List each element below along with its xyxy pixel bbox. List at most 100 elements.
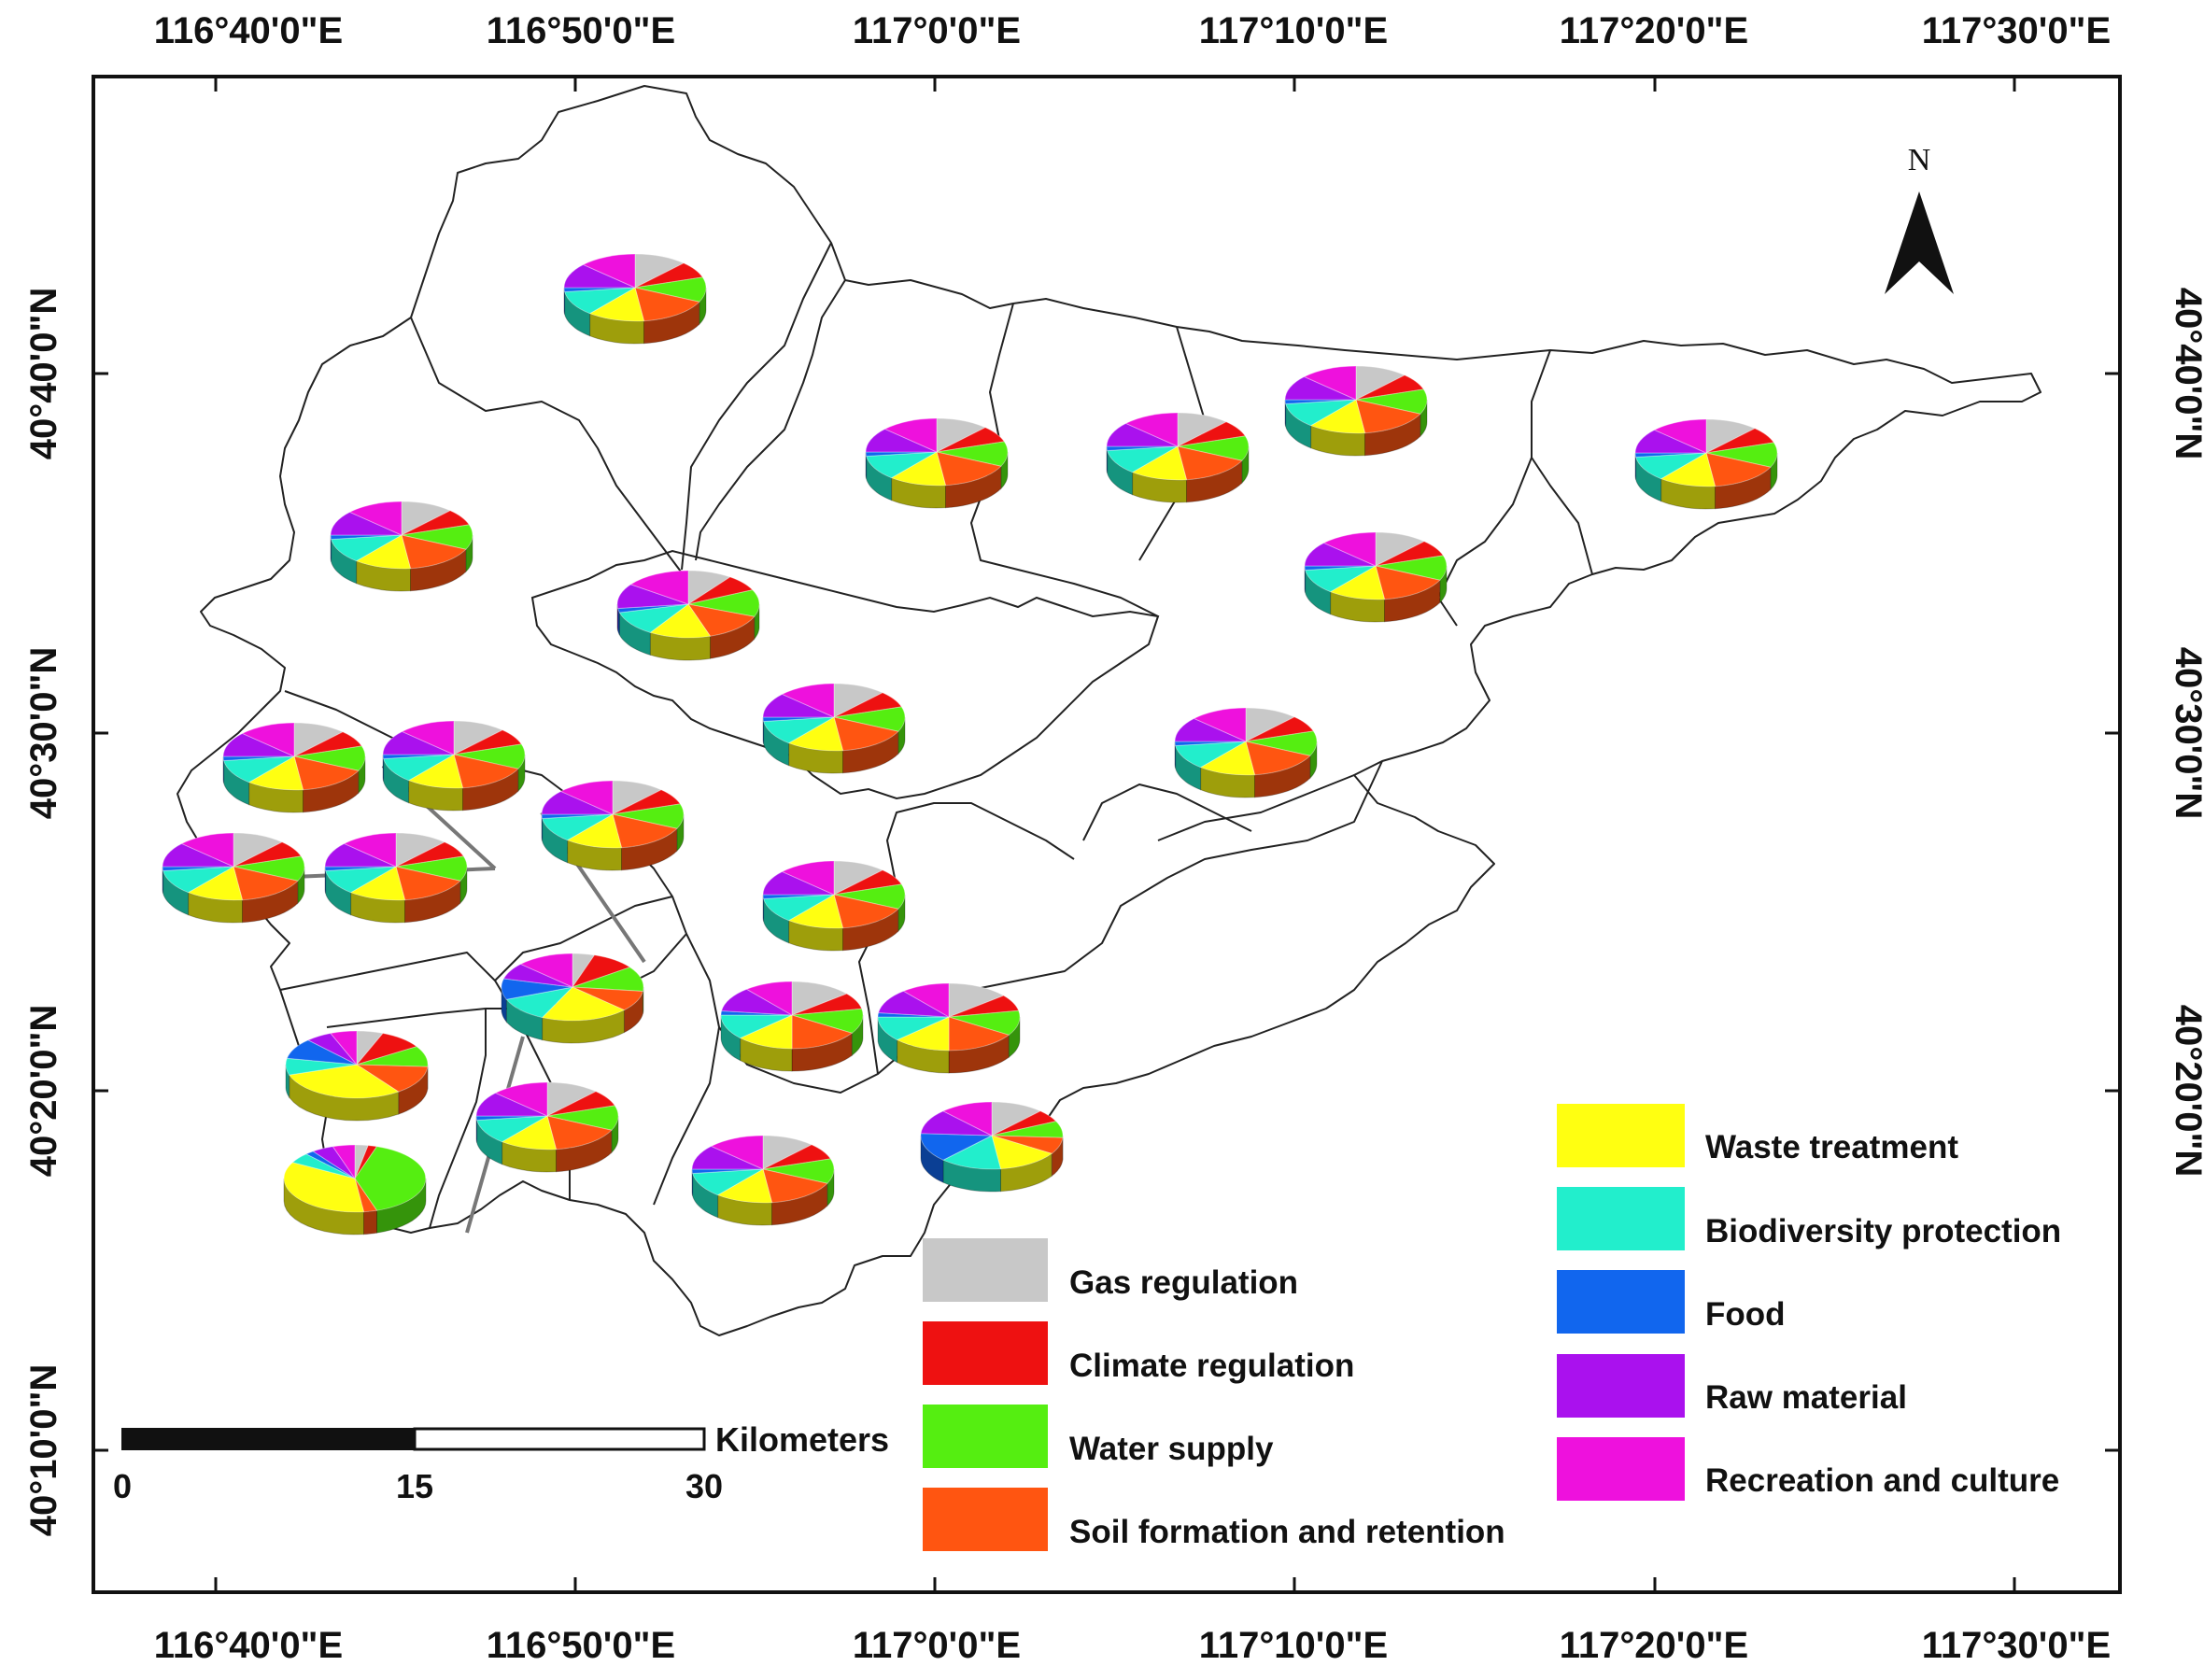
top-tick-label: 117°10'0"E	[1199, 10, 1388, 51]
pie-slice	[991, 1135, 1053, 1170]
pie-slice	[936, 441, 1009, 467]
pie-slice	[896, 1016, 950, 1052]
pie-slice	[629, 570, 689, 605]
district-line	[970, 303, 1159, 617]
pie-slice	[293, 731, 363, 757]
scale-bar-black-segment	[121, 1428, 416, 1450]
legend-label: Recreation and culture	[1705, 1462, 2059, 1499]
right-tick-label: 40°40'0"N	[2168, 288, 2204, 460]
legend-label: Biodiversity protection	[1705, 1213, 2061, 1249]
pie-chart	[382, 720, 526, 812]
pie-slice	[401, 524, 473, 550]
pie-slice	[1106, 422, 1179, 447]
pie-slice	[762, 1168, 828, 1204]
pie-slice	[475, 1115, 548, 1143]
pie-slice	[865, 451, 938, 479]
pie-slice	[1375, 565, 1441, 600]
pie-slice	[1174, 717, 1247, 742]
pie-slice	[1355, 388, 1428, 415]
pie-slice	[720, 1009, 793, 1016]
pie-slice	[762, 870, 835, 896]
pie-slice	[710, 1135, 764, 1170]
pie-slice	[1131, 445, 1188, 481]
pie-slice	[833, 692, 903, 718]
pie-slice	[1653, 418, 1707, 454]
pie-slice	[572, 967, 644, 993]
left-tick-label: 40°30'0"N	[23, 647, 64, 820]
pie-slice	[286, 1039, 358, 1066]
pie-slice	[739, 1014, 793, 1050]
pie-slice	[395, 866, 461, 901]
pie-slice	[762, 1144, 832, 1170]
pie-slice	[1634, 452, 1707, 480]
pie-slice	[571, 954, 631, 988]
pie-slice	[1304, 542, 1377, 567]
pie-slice	[572, 953, 596, 989]
pie-slice	[883, 417, 938, 453]
pie-slice	[355, 1032, 418, 1066]
legend-label: Water supply	[1069, 1431, 1274, 1467]
pie-slice	[791, 993, 863, 1016]
pie-slice	[833, 869, 903, 896]
pie-slice	[1634, 429, 1707, 454]
pie-slice	[588, 287, 645, 322]
pie-slice	[745, 981, 793, 1016]
legend-label: Climate regulation	[1069, 1348, 1354, 1384]
pie-slice	[541, 790, 614, 815]
scale-bar-unit: Kilometers	[715, 1420, 889, 1459]
pie-chart	[324, 832, 468, 924]
pie-slice	[306, 1032, 358, 1066]
pie-chart	[501, 953, 644, 1044]
pie-slice	[501, 1115, 558, 1151]
pie-slice	[1177, 445, 1243, 481]
pie-slice	[720, 1014, 793, 1039]
bottom-tick-label: 117°10'0"E	[1199, 1625, 1388, 1666]
top-tick-label: 116°50'0"E	[487, 10, 675, 51]
pie-chart	[877, 982, 1021, 1074]
pie-slice	[612, 813, 678, 849]
north-arrow-icon	[1885, 191, 1954, 294]
pie-slice	[330, 1030, 358, 1066]
pie-slice	[833, 860, 884, 896]
pie-slice	[401, 720, 455, 755]
bottom-tick-label: 117°0'0"E	[853, 1625, 1021, 1666]
pie-slice	[616, 584, 689, 610]
legend-swatch	[923, 1321, 1048, 1385]
bottom-tick-label: 116°40'0"E	[154, 1625, 343, 1666]
pie-slice	[920, 1133, 993, 1161]
pie-slice	[1375, 541, 1445, 567]
pie-slice	[618, 603, 690, 633]
pie-slice	[902, 982, 950, 1018]
legend-label: Gas regulation	[1069, 1264, 1298, 1301]
pie-slice	[348, 501, 403, 536]
pie-slice	[288, 1064, 400, 1099]
pie-slice	[453, 720, 504, 755]
pie-chart	[920, 1101, 1064, 1193]
district-line	[653, 1026, 720, 1206]
scale-bar-label: 0	[113, 1467, 132, 1505]
district-line	[1531, 457, 1593, 575]
pie-slice	[1304, 565, 1377, 572]
pie-slice	[890, 451, 947, 487]
pie-slice	[330, 534, 403, 562]
legend-label: Soil formation and retention	[1069, 1514, 1505, 1550]
top-tick-label: 117°20'0"E	[1560, 10, 1748, 51]
pie-slice	[649, 603, 712, 639]
pie-slice	[787, 716, 844, 752]
pie-slice	[541, 813, 614, 820]
pie-slice	[354, 1146, 427, 1211]
pie-slice	[1177, 412, 1228, 447]
pie-slice	[1355, 399, 1421, 434]
legend-swatch	[1557, 1187, 1685, 1250]
pie-slice	[222, 755, 295, 784]
bottom-tick-labels: 116°40'0"E 116°50'0"E 117°0'0"E 117°10'0…	[154, 1625, 2111, 1666]
pie-slice	[1705, 452, 1772, 487]
pie-slice	[936, 417, 987, 453]
pie-slice	[355, 1064, 429, 1093]
pie-slice	[546, 1105, 619, 1131]
pie-slice	[1106, 445, 1179, 473]
pie-slice	[324, 866, 397, 872]
pie-chart	[691, 1135, 835, 1226]
pie-slice	[634, 253, 685, 289]
pie-chart	[762, 683, 906, 774]
